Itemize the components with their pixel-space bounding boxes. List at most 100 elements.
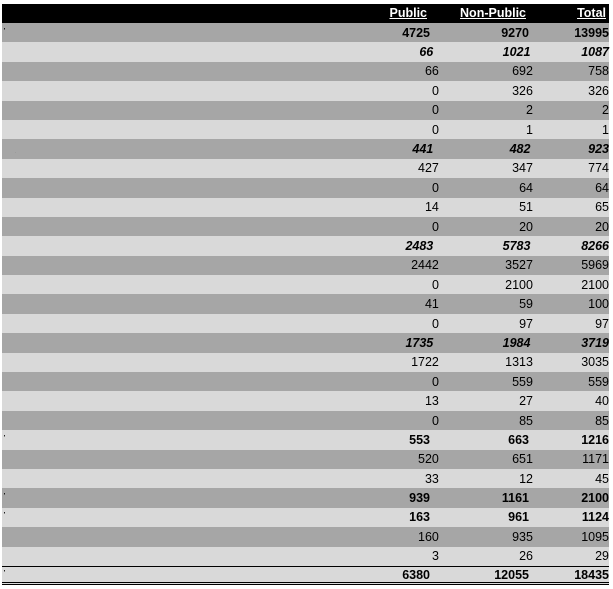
total-cell: 1171 [582, 452, 609, 467]
table-row: Total Classes 4725 9270 13995 [2, 23, 609, 43]
table-row: Abstract Classes 441 482 923 [2, 139, 609, 159]
table-header: Public Non-Public Total [2, 4, 609, 23]
total-cell: 29 [595, 549, 609, 564]
row-label: Generic Nested [2, 317, 35, 331]
public-cell: 3 [431, 549, 439, 564]
row-label: Generic Outer (non-nested) [2, 394, 35, 408]
non-public-cell: 85 [519, 413, 533, 428]
total-cell: 64 [595, 180, 609, 195]
grand-total-row: Total 6380 12055 18435 [2, 565, 609, 586]
public-cell: 163 [409, 510, 430, 525]
total-cell: 1095 [581, 529, 609, 544]
table-row: Total Interfaces 553 663 1216 [2, 430, 609, 450]
table-row: Closed 520 651 1171 [2, 449, 609, 469]
row-label: Generic [2, 472, 35, 486]
non-public-cell: 559 [512, 374, 533, 389]
public-cell: 441 [412, 142, 434, 157]
type-count-table: Public Non-Public Total Total Classes 472… [2, 4, 610, 586]
non-public-cell: 12055 [494, 567, 529, 582]
row-label: Total Enums [2, 491, 5, 505]
public-cell: 0 [431, 219, 439, 234]
non-public-cell: 20 [519, 219, 533, 234]
row-label: Abstract Classes [2, 142, 16, 156]
public-cell: 0 [431, 180, 439, 195]
non-public-cell: 2100 [505, 277, 533, 292]
non-public-cell: 935 [512, 529, 533, 544]
non-public-cell: 663 [508, 432, 529, 447]
total-cell: 774 [588, 161, 609, 176]
non-public-cell: 3527 [505, 258, 533, 273]
table-row: Closed Outer (non-nested) 427 347 774 [2, 158, 609, 179]
public-cell: 0 [431, 103, 439, 118]
row-label: Closed Nested [2, 84, 35, 98]
public-cell: 0 [431, 83, 439, 98]
non-public-cell: 1984 [502, 335, 531, 350]
total-cell: 8266 [581, 238, 610, 253]
total-cell: 2 [602, 103, 609, 118]
row-label: Generic Nested [2, 220, 35, 234]
public-cell: 41 [424, 297, 439, 312]
total-cell: 18435 [574, 567, 609, 582]
public-cell: 2483 [405, 238, 434, 253]
public-cell: 14 [424, 200, 439, 215]
table-row: Closed Nested 0 559 559 [2, 372, 609, 392]
row-label: Closed Outer (non-nested) [2, 161, 35, 175]
total-cell: 1 [602, 122, 609, 137]
row-label: Generic Nested [2, 414, 35, 428]
total-cell: 5969 [581, 258, 609, 273]
non-public-cell: 59 [519, 297, 533, 312]
table-row: Total Enums 939 1161 2100 [2, 488, 609, 508]
row-label: Closed Nested [2, 278, 35, 292]
row-label: Concrete Non-Sealed [2, 336, 16, 350]
table-row: Generic Outer (non-nested) 13 27 40 [2, 391, 609, 411]
table-row: Closed Outer (non-nested) 66 692 758 [2, 61, 609, 82]
total-cell: 2100 [581, 277, 609, 292]
row-label: Closed Nested [2, 375, 35, 389]
table-row: Generic Outer (non-nested) 0 2 2 [2, 100, 609, 120]
table-row: Generic Nested 0 85 85 [2, 410, 609, 431]
table-row: Generic Outer (non-nested) 41 59 100 [2, 294, 609, 314]
row-label: Generic [2, 549, 35, 563]
non-public-cell: 12 [519, 471, 533, 486]
public-cell: 1735 [405, 335, 434, 350]
non-public-cell: 651 [512, 452, 533, 467]
public-cell: 0 [431, 413, 439, 428]
public-cell: 939 [409, 491, 430, 506]
non-public-cell: 2 [526, 103, 533, 118]
non-public-cell: 97 [519, 316, 533, 331]
row-label: Total Interfaces [2, 433, 5, 447]
non-public-cell: 5783 [502, 238, 531, 253]
total-cell: 1087 [581, 45, 610, 60]
public-cell: 427 [418, 161, 439, 176]
table-row: Generic 3 26 29 [2, 546, 609, 566]
non-public-cell: 51 [519, 200, 533, 215]
public-cell: 2442 [411, 258, 439, 273]
public-cell: 13 [424, 394, 439, 409]
total-cell: 3035 [581, 355, 609, 370]
non-public-cell: 26 [519, 549, 533, 564]
row-label: Generic Outer (non-nested) [2, 200, 35, 214]
public-cell: 0 [431, 374, 439, 389]
public-cell: 520 [418, 452, 439, 467]
table-body: Total Classes 4725 9270 13995 Static Classes… [2, 23, 610, 586]
table-row: Closed 160 935 1095 [2, 527, 609, 547]
total-cell: 97 [595, 316, 609, 331]
row-label: Total Classes [2, 26, 5, 40]
row-label: Total Structs [2, 510, 5, 524]
row-label: Closed Outer (non-nested) [2, 64, 35, 78]
table-row: Total Structs 163 961 1124 [2, 507, 609, 528]
public-cell: 4725 [402, 25, 430, 40]
table-row: Concrete Sealed Classes 2483 5783 8266 [2, 236, 610, 256]
non-public-cell: 482 [509, 142, 531, 157]
total-cell: 1124 [581, 510, 609, 525]
row-label: Closed [2, 452, 35, 466]
row-label: Concrete Sealed Classes [2, 239, 16, 253]
row-label: Total [2, 568, 5, 582]
total-cell: 3719 [581, 335, 610, 350]
public-cell: 0 [431, 122, 439, 137]
total-cell: 20 [595, 219, 609, 234]
row-label: Closed Outer (non-nested) [2, 258, 35, 272]
table-row: Closed Outer (non-nested) 1722 1313 3035 [2, 352, 609, 373]
non-public-cell: 347 [512, 161, 533, 176]
non-public-cell: 27 [519, 394, 533, 409]
